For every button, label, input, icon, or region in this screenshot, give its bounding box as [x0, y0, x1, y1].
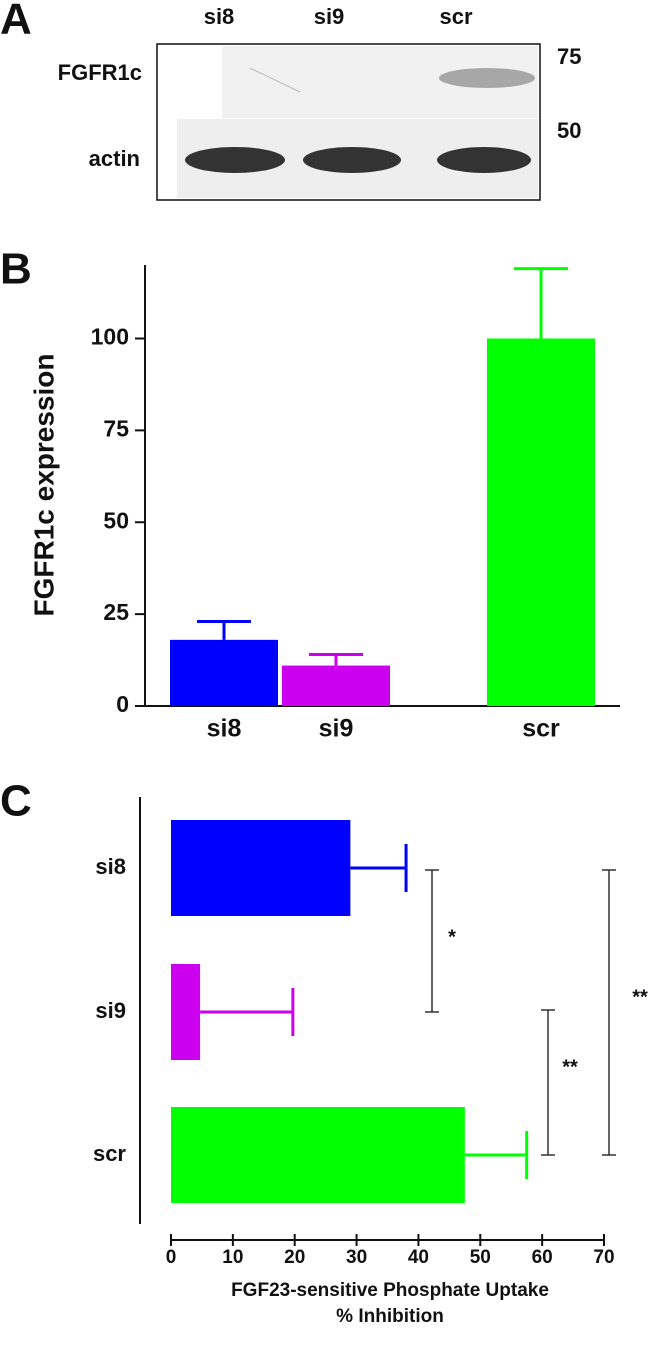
row-label: FGFR1c [58, 60, 142, 85]
bar [171, 1107, 465, 1203]
y-tick-label: scr [93, 1141, 126, 1166]
bar [171, 964, 201, 1060]
panel-label: B [0, 245, 32, 294]
y-axis-label: FGFR1c expression [28, 354, 59, 617]
blot-band [439, 68, 535, 88]
significance-label: ** [632, 986, 648, 1008]
panel-label: A [0, 0, 32, 44]
x-axis-label: % Inhibition [336, 1306, 444, 1327]
bar [282, 665, 390, 706]
x-tick-label: si9 [319, 715, 354, 743]
lane-label: scr [439, 4, 472, 29]
blot-band [185, 147, 285, 173]
y-tick-label: si8 [95, 854, 126, 879]
blot-artifact [249, 67, 301, 93]
bar [171, 820, 351, 916]
bar [170, 639, 278, 706]
marker-label: 75 [557, 44, 581, 69]
panel-label: C [0, 777, 32, 826]
significance-label: * [448, 926, 456, 948]
bar [487, 338, 595, 706]
blot-band [303, 147, 401, 173]
x-tick-label: si8 [207, 715, 242, 743]
x-tick-label: 10 [222, 1247, 243, 1268]
y-tick-label: 25 [103, 599, 129, 625]
blot-band [437, 147, 531, 173]
x-tick-label: 40 [408, 1247, 429, 1268]
marker-label: 50 [557, 118, 581, 143]
y-tick-label: 50 [103, 507, 129, 533]
x-tick-label: 20 [284, 1247, 305, 1268]
y-tick-label: 100 [91, 324, 129, 350]
x-axis-label: FGF23-sensitive Phosphate Uptake [231, 1280, 549, 1301]
row-label: actin [89, 146, 140, 171]
lane-label: si8 [204, 4, 235, 29]
y-tick-label: si9 [95, 998, 126, 1023]
x-tick-label: 0 [166, 1247, 177, 1268]
y-tick-label: 0 [116, 691, 129, 717]
y-tick-label: 75 [103, 415, 129, 441]
x-tick-label: 60 [532, 1247, 553, 1268]
x-tick-label: scr [522, 715, 560, 743]
significance-label: ** [562, 1056, 578, 1078]
x-tick-label: 30 [346, 1247, 367, 1268]
x-tick-label: 70 [593, 1247, 614, 1268]
x-tick-label: 50 [470, 1247, 491, 1268]
lane-label: si9 [314, 4, 345, 29]
